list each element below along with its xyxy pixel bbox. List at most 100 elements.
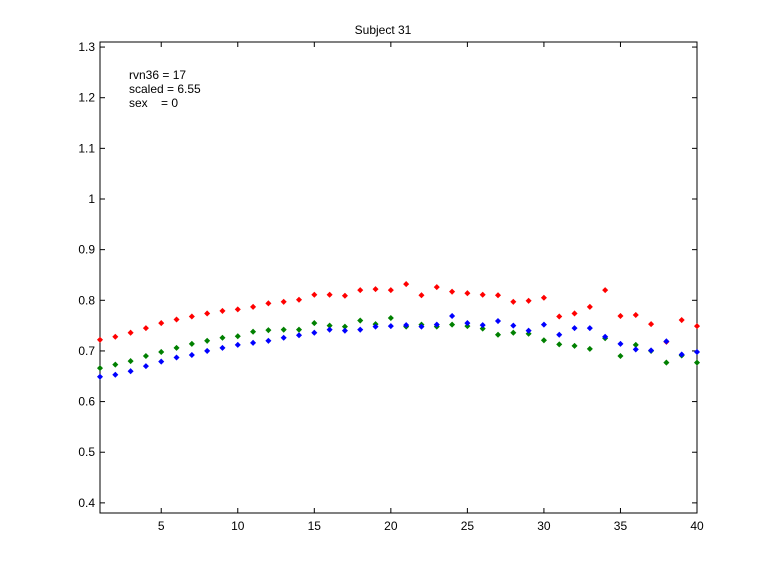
data-point [678, 351, 685, 358]
data-point [418, 292, 425, 299]
data-point [418, 323, 425, 330]
data-point [173, 316, 180, 323]
data-point [158, 358, 165, 365]
y-tick-label: 0.6 [78, 395, 95, 409]
data-point [556, 313, 563, 320]
data-point [188, 340, 195, 347]
data-point [173, 344, 180, 351]
data-point [188, 351, 195, 359]
data-point [571, 310, 578, 317]
data-point [525, 297, 532, 304]
data-point [326, 326, 333, 333]
data-point [632, 311, 639, 319]
data-point [127, 329, 134, 336]
data-point [479, 325, 486, 332]
data-point [540, 321, 547, 328]
annotation-text: scaled = 6.55 [129, 82, 201, 96]
y-tick-label: 0.8 [78, 293, 95, 307]
data-point [479, 291, 486, 298]
data-point [663, 359, 670, 366]
x-tick-label: 5 [158, 519, 165, 533]
data-point [632, 346, 639, 353]
data-point [510, 322, 517, 329]
data-point [112, 371, 119, 378]
y-tick-label: 1.3 [78, 40, 95, 54]
data-point [265, 337, 272, 344]
data-point [219, 334, 226, 341]
x-tick-label: 30 [537, 519, 551, 533]
data-point [602, 333, 609, 340]
y-tick-label: 0.7 [78, 344, 95, 358]
data-point [204, 310, 211, 317]
data-point [586, 345, 593, 352]
data-point [693, 348, 701, 355]
data-point [433, 284, 440, 291]
data-point [586, 325, 593, 332]
data-point [540, 294, 547, 301]
data-point [127, 368, 134, 375]
data-point [311, 291, 318, 298]
data-point [571, 342, 578, 349]
data-point [464, 320, 471, 327]
y-tick-label: 1.1 [78, 141, 95, 155]
data-point [173, 354, 180, 361]
data-point [540, 337, 547, 344]
data-point [648, 347, 655, 354]
data-point [341, 327, 348, 334]
data-point [510, 329, 517, 336]
data-point [525, 330, 532, 337]
data-point [142, 352, 149, 360]
data-point [341, 292, 348, 299]
data-point [433, 321, 440, 328]
data-point [449, 288, 456, 295]
data-point [250, 303, 257, 310]
data-point [571, 325, 578, 332]
data-point [326, 291, 333, 298]
data-point [403, 322, 410, 329]
data-point [372, 286, 379, 293]
data-point [387, 323, 394, 330]
data-point [158, 348, 165, 355]
data-point [586, 303, 593, 310]
data-point [204, 347, 211, 354]
data-point [96, 336, 104, 343]
data-point [449, 321, 456, 328]
data-point [96, 373, 104, 380]
axes-box [99, 41, 698, 514]
data-point [127, 358, 134, 365]
data-point [357, 326, 364, 333]
x-tick-label: 10 [231, 519, 245, 533]
y-tick-label: 1 [88, 192, 95, 206]
y-tick-label: 1.2 [78, 91, 95, 105]
data-point [219, 307, 226, 314]
data-point [357, 317, 364, 324]
data-point [188, 313, 195, 320]
data-point [311, 320, 318, 327]
data-point [648, 321, 655, 328]
data-point [693, 323, 701, 330]
data-point [280, 298, 287, 305]
x-tick-label: 25 [461, 519, 475, 533]
data-point [479, 322, 486, 329]
data-point [265, 300, 272, 307]
data-point [617, 352, 624, 360]
data-point [494, 318, 502, 325]
x-tick-label: 15 [308, 519, 322, 533]
data-point [387, 314, 394, 322]
data-point [234, 333, 241, 340]
y-tick-label: 0.5 [78, 445, 95, 459]
annotation-text: sex = 0 [129, 96, 178, 110]
chart-title: Subject 31 [355, 23, 412, 37]
data-point [142, 325, 149, 332]
data-point [372, 323, 379, 330]
data-point [96, 365, 104, 372]
data-point [280, 326, 287, 333]
data-point [663, 338, 670, 345]
data-point [295, 296, 303, 303]
data-point [295, 332, 303, 339]
data-point [142, 363, 149, 370]
annotation-text: rvn36 = 17 [129, 68, 186, 82]
plot-area: 5 10 15 20 25 30 35 40 0.4 0.5 0.6 0.7 0.8 0.9 1 1.1 1.2… [78, 40, 704, 533]
data-point [494, 292, 502, 299]
